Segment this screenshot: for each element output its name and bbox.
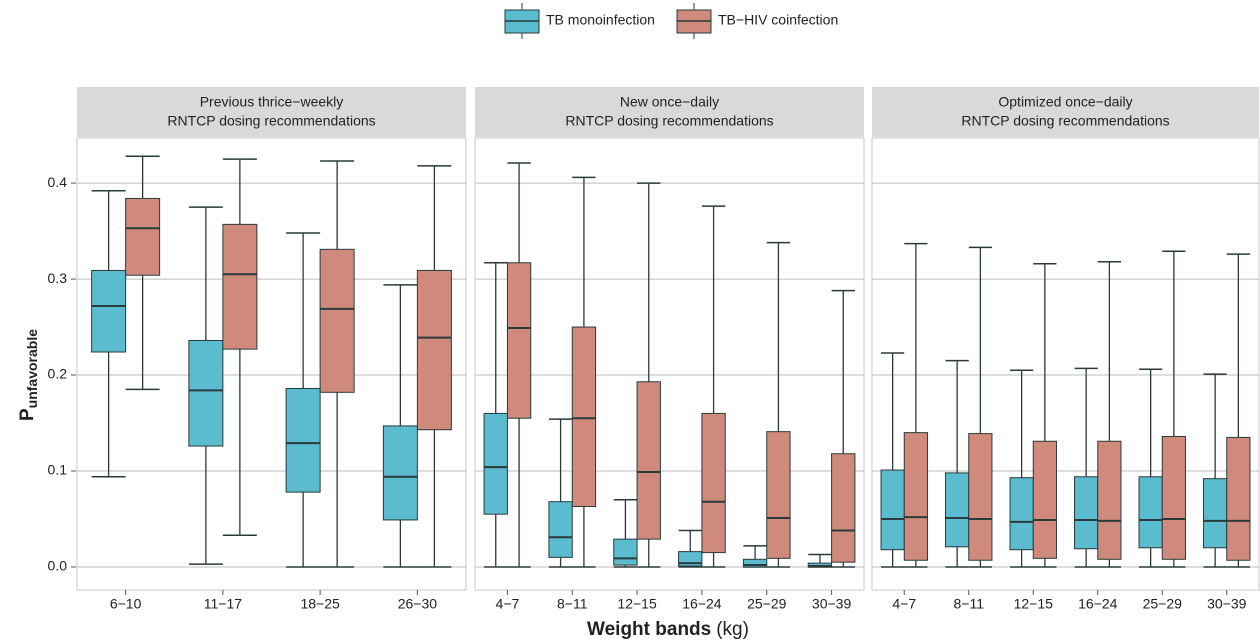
box — [742, 558, 768, 568]
x-tick-label: 25−29 — [747, 596, 787, 612]
x-tick-label: 4−7 — [892, 596, 916, 612]
y-tick-label: 0.0 — [48, 558, 68, 574]
box — [945, 472, 970, 548]
x-axis-title-unit: (kg) — [716, 619, 749, 640]
box — [1097, 440, 1122, 560]
x-tick-label: 16−24 — [1078, 596, 1118, 612]
y-tick-label: 0.1 — [48, 462, 68, 478]
box — [571, 326, 597, 508]
x-tick-label: 16−24 — [682, 596, 722, 612]
y-tick-label: 0.3 — [48, 270, 68, 286]
x-tick-label: 12−15 — [617, 596, 657, 612]
strip-title: RNTCP dosing recommendations — [167, 113, 375, 129]
box — [188, 339, 224, 447]
box — [1074, 476, 1099, 550]
x-tick-label: 6−10 — [110, 596, 142, 612]
strip-title: Optimized once−daily — [998, 94, 1132, 110]
box — [701, 412, 726, 554]
box — [613, 538, 638, 566]
x-tick-label: 26−30 — [398, 596, 438, 612]
legend-label: TB−HIV coinfection — [718, 12, 838, 28]
strip-title: Previous thrice−weekly — [200, 94, 344, 110]
box — [125, 197, 161, 276]
x-axis-title-main: Weight bands — [587, 619, 711, 640]
box — [416, 269, 452, 431]
box — [903, 432, 928, 561]
x-tick-label: 30−39 — [1207, 596, 1247, 612]
x-tick-label: 25−29 — [1143, 596, 1183, 612]
strip-title: RNTCP dosing recommendations — [565, 113, 773, 129]
x-tick-label: 11−17 — [204, 596, 242, 612]
x-tick-label: 12−15 — [1014, 596, 1054, 612]
y-axis-title-main: P — [17, 408, 38, 421]
y-axis-title-subscript: unfavorable — [24, 329, 40, 409]
box — [968, 433, 993, 561]
box — [91, 269, 127, 353]
strip-title: RNTCP dosing recommendations — [961, 113, 1169, 129]
x-tick-label: 30−39 — [812, 596, 852, 612]
box — [1009, 477, 1034, 551]
strip — [475, 87, 864, 137]
x-tick-label: 18−25 — [300, 596, 340, 612]
box — [483, 412, 508, 515]
legend-label: TB monoinfection — [546, 12, 655, 28]
box — [319, 248, 355, 393]
box — [1203, 478, 1228, 549]
box — [1226, 436, 1251, 561]
y-tick-label: 0.2 — [48, 366, 68, 382]
box — [636, 381, 661, 540]
box — [548, 501, 573, 558]
x-tick-label: 8−11 — [557, 596, 588, 612]
box — [1138, 476, 1163, 549]
box — [831, 453, 856, 563]
panel — [474, 137, 865, 591]
y-tick-label: 0.4 — [48, 174, 68, 190]
strip-title: New once−daily — [620, 94, 719, 110]
box — [1032, 440, 1057, 559]
x-axis-title: Weight bands (kg) — [587, 619, 749, 640]
box — [880, 469, 905, 551]
box — [222, 223, 258, 350]
panel — [871, 137, 1260, 591]
box — [506, 262, 532, 419]
box — [285, 387, 321, 493]
x-tick-label: 4−7 — [496, 596, 520, 612]
box — [382, 425, 418, 521]
strip — [872, 87, 1259, 137]
x-tick-label: 8−11 — [954, 596, 985, 612]
strip — [77, 87, 466, 137]
box — [766, 431, 791, 559]
y-axis-title: Punfavorable — [17, 329, 40, 421]
box — [1161, 435, 1186, 560]
